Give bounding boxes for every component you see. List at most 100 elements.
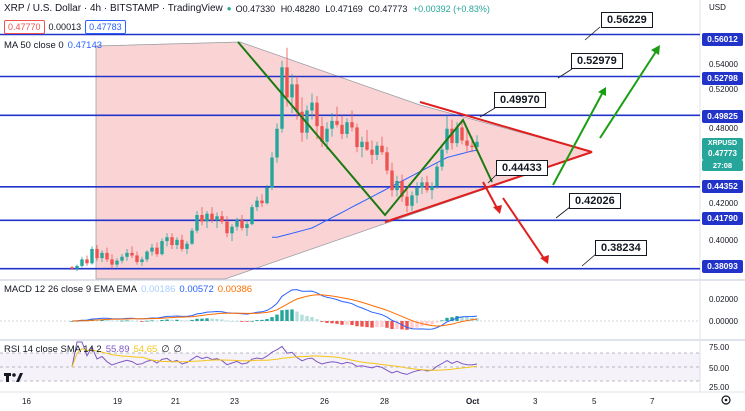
candle[interactable] <box>400 181 404 197</box>
candle[interactable] <box>180 239 184 249</box>
candle[interactable] <box>160 241 164 255</box>
candle[interactable] <box>185 243 189 249</box>
bearish-arrow-line[interactable] <box>502 197 546 261</box>
candle[interactable] <box>455 127 459 144</box>
candle[interactable] <box>205 213 209 222</box>
candle[interactable] <box>140 259 144 263</box>
candle[interactable] <box>410 195 414 206</box>
ask-box[interactable]: 0.47783 <box>85 20 126 34</box>
candle[interactable] <box>360 141 364 148</box>
candle[interactable] <box>470 145 474 148</box>
candle[interactable] <box>70 267 74 269</box>
candle[interactable] <box>305 110 309 133</box>
level-tag[interactable]: 0.52798 <box>702 72 743 85</box>
candle[interactable] <box>425 182 429 191</box>
candle[interactable] <box>355 127 359 148</box>
bearish-arrow-line[interactable] <box>482 181 499 211</box>
candle[interactable] <box>255 200 259 208</box>
candle[interactable] <box>300 111 304 133</box>
candle[interactable] <box>280 67 284 129</box>
rsi-pane[interactable] <box>0 341 700 392</box>
candle[interactable] <box>230 226 234 234</box>
candle[interactable] <box>380 145 384 153</box>
candle[interactable] <box>90 248 94 264</box>
candle[interactable] <box>245 224 249 229</box>
candle[interactable] <box>100 252 104 259</box>
candle[interactable] <box>420 182 424 188</box>
candle[interactable] <box>375 145 379 155</box>
candle[interactable] <box>225 221 229 234</box>
macd-legend[interactable]: MACD 12 26 close 9 EMA EMA 0.00186 0.005… <box>4 284 252 295</box>
candle[interactable] <box>270 157 274 188</box>
level-tag[interactable]: 0.56012 <box>702 33 743 46</box>
candle[interactable] <box>345 122 349 134</box>
target-label[interactable]: 0.44433 <box>496 160 548 176</box>
candle[interactable] <box>440 149 444 167</box>
candle[interactable] <box>395 181 399 191</box>
ma-legend[interactable]: MA 50 close 0 0.47143 <box>4 40 102 51</box>
candle[interactable] <box>285 67 289 98</box>
bullish-arrow-line[interactable] <box>599 49 658 139</box>
candle[interactable] <box>135 255 139 263</box>
level-tag[interactable]: 0.38093 <box>702 260 743 273</box>
candle[interactable] <box>95 248 99 259</box>
swing-zigzag-line[interactable] <box>237 41 493 217</box>
candle[interactable] <box>415 187 419 196</box>
pennant-lower-line[interactable] <box>384 151 593 223</box>
candle[interactable] <box>190 230 194 244</box>
candle[interactable] <box>430 186 434 191</box>
candle[interactable] <box>265 187 269 204</box>
target-label[interactable]: 0.52979 <box>571 53 623 69</box>
candle[interactable] <box>310 102 314 111</box>
pennant-upper-line[interactable] <box>419 101 593 153</box>
candle[interactable] <box>110 259 114 265</box>
level-tag[interactable]: 0.41790 <box>702 212 743 225</box>
candle[interactable] <box>125 252 129 257</box>
candle[interactable] <box>295 84 299 112</box>
target-label[interactable]: 0.49970 <box>494 92 546 108</box>
candle[interactable] <box>210 213 214 221</box>
candle[interactable] <box>240 220 244 229</box>
candle[interactable] <box>80 259 84 266</box>
candle[interactable] <box>330 120 334 129</box>
candle[interactable] <box>460 127 464 141</box>
candle[interactable] <box>250 207 254 225</box>
candle[interactable] <box>105 252 109 260</box>
bullish-arrow-line[interactable] <box>552 91 604 186</box>
candle[interactable] <box>130 252 134 256</box>
candle[interactable] <box>175 239 179 246</box>
level-tag[interactable]: 0.49825 <box>702 110 743 123</box>
target-label[interactable]: 0.42026 <box>569 193 621 209</box>
candle[interactable] <box>145 251 149 260</box>
candle[interactable] <box>370 149 374 155</box>
candle[interactable] <box>215 216 219 221</box>
candle[interactable] <box>170 237 174 246</box>
candle[interactable] <box>120 256 124 261</box>
candle[interactable] <box>340 124 344 134</box>
target-label[interactable]: 0.38234 <box>595 240 647 256</box>
candle[interactable] <box>475 141 479 148</box>
current-price-tag[interactable]: XRPUSD 0.47773 <box>702 138 743 160</box>
candle[interactable] <box>275 128 279 158</box>
gear-icon[interactable] <box>721 395 731 405</box>
candle[interactable] <box>260 200 264 204</box>
candle[interactable] <box>365 141 369 150</box>
candle[interactable] <box>335 120 339 125</box>
candle[interactable] <box>165 237 169 242</box>
candle[interactable] <box>195 214 199 231</box>
candle[interactable] <box>350 122 354 128</box>
candle[interactable] <box>385 152 389 171</box>
candle[interactable] <box>85 259 89 264</box>
candle[interactable] <box>290 84 294 98</box>
candle[interactable] <box>220 216 224 222</box>
candle[interactable] <box>200 214 204 222</box>
bid-box[interactable]: 0.47770 <box>4 20 45 34</box>
candle[interactable] <box>450 128 454 144</box>
candle[interactable] <box>315 102 319 127</box>
rsi-legend[interactable]: RSI 14 close SMA 14 2 55.89 54.65 ∅ ∅ <box>4 344 182 355</box>
level-tag[interactable]: 0.44352 <box>702 180 743 193</box>
candle[interactable] <box>235 220 239 227</box>
candle[interactable] <box>155 247 159 255</box>
candle[interactable] <box>465 140 469 146</box>
